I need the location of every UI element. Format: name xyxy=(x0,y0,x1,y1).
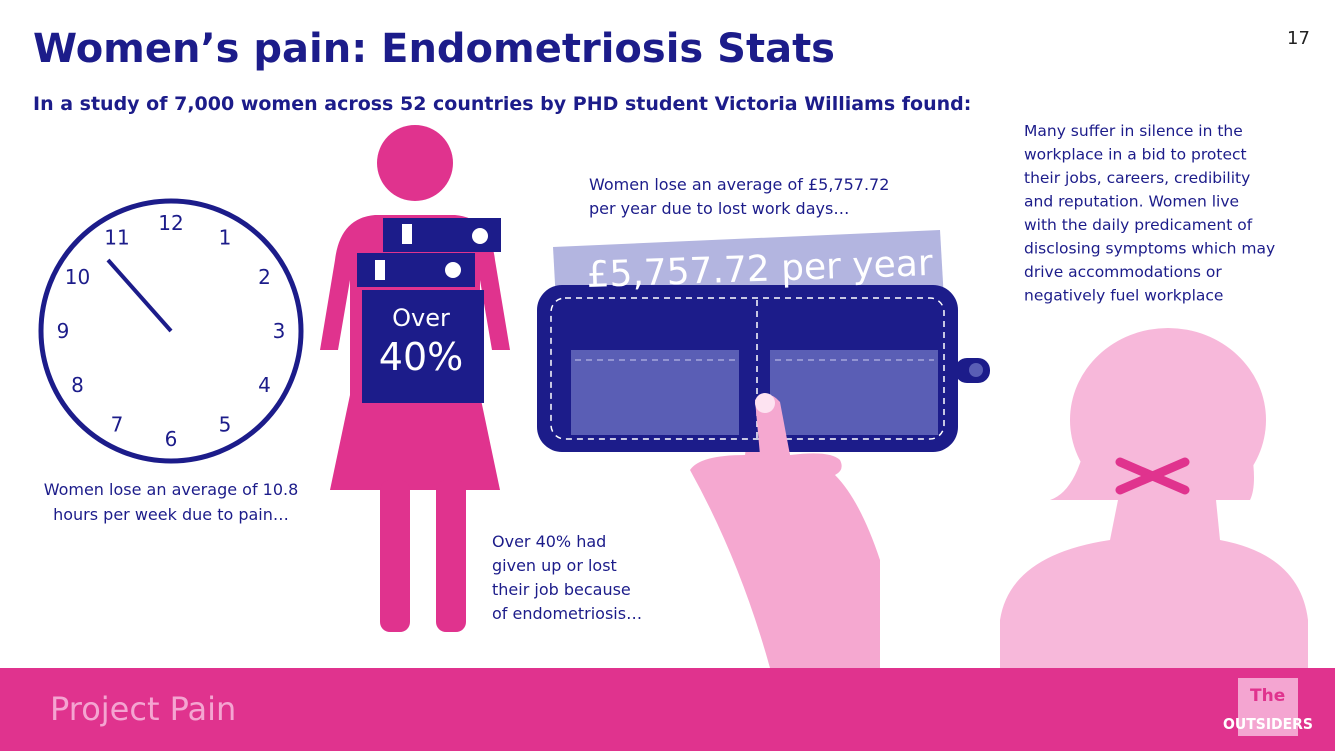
clock-number: 7 xyxy=(111,413,124,437)
clock-number: 2 xyxy=(258,265,271,289)
subtitle: In a study of 7,000 women across 52 coun… xyxy=(33,93,971,115)
clock-number: 6 xyxy=(165,427,178,451)
clock-face xyxy=(38,198,304,464)
footer-project: Project Pain xyxy=(50,690,236,728)
logo-top: The xyxy=(1250,686,1285,706)
silence-text: disclosing symptoms which may xyxy=(1024,240,1275,258)
logo-bottom: OUTSIDERS xyxy=(1223,715,1313,733)
silence-text: and reputation. Women live xyxy=(1024,193,1239,211)
clock-caption: Women lose an average of 10.8 xyxy=(44,480,299,499)
silence-text: negatively fuel workplace xyxy=(1024,287,1223,305)
wallet-caption: Women lose an average of £5,757.72 xyxy=(589,175,889,194)
clock-number: 11 xyxy=(104,225,129,249)
silence-text: with the daily predicament of xyxy=(1024,216,1253,234)
title: Women’s pain: Endometriosis Stats xyxy=(33,26,835,72)
wallet xyxy=(537,230,990,455)
figure-caption: of endometriosis… xyxy=(492,604,642,623)
clock-number: 4 xyxy=(258,373,271,397)
wallet-caption: per year due to lost work days… xyxy=(589,199,849,218)
clock-hand xyxy=(106,258,173,333)
figure-box-value: 40% xyxy=(379,335,463,379)
clock-caption: hours per week due to pain… xyxy=(53,505,289,524)
clock-number: 10 xyxy=(65,265,90,289)
hand xyxy=(690,396,880,668)
figure-box-top: Over xyxy=(392,304,450,332)
clock-number: 9 xyxy=(57,319,70,343)
page-number: 17 xyxy=(1287,28,1310,49)
figure-caption: their job because xyxy=(492,580,631,599)
silence-text: workplace in a bid to protect xyxy=(1024,146,1247,164)
clock-number: 12 xyxy=(158,211,183,235)
clock-number: 1 xyxy=(219,225,232,249)
woman-figure xyxy=(320,125,510,632)
clock-number: 3 xyxy=(273,319,286,343)
footer-band xyxy=(0,668,1335,751)
clock-number: 5 xyxy=(219,413,232,437)
silence-text: Many suffer in silence in the xyxy=(1024,122,1243,140)
figure-caption: given up or lost xyxy=(492,556,617,575)
logo-box xyxy=(1238,678,1298,736)
clock-number: 8 xyxy=(71,373,84,397)
silent-woman xyxy=(1000,328,1308,668)
silence-text: their jobs, careers, credibility xyxy=(1024,169,1250,187)
silence-text: drive accommodations or xyxy=(1024,263,1222,281)
figure-caption: Over 40% had xyxy=(492,532,606,551)
